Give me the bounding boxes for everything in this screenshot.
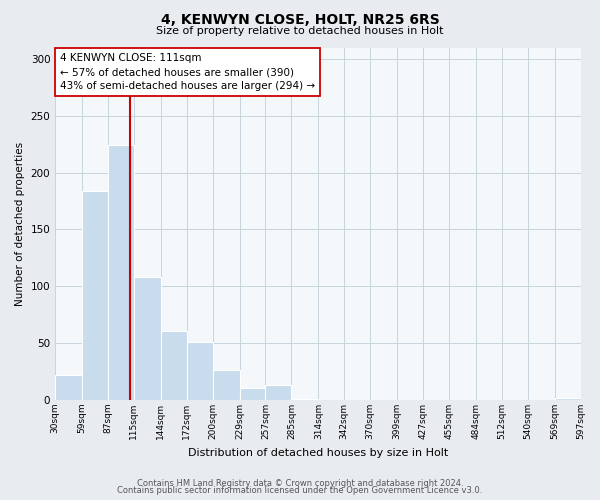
Bar (187, 342, 212, 400)
X-axis label: Distribution of detached houses by size in Holt: Distribution of detached houses by size … (188, 448, 448, 458)
Text: 4, KENWYN CLOSE, HOLT, NR25 6RS: 4, KENWYN CLOSE, HOLT, NR25 6RS (161, 12, 439, 26)
Bar (265, 385, 292, 400)
Bar (55, 375, 82, 400)
Bar (212, 370, 239, 400)
Text: 4 KENWYN CLOSE: 111sqm
← 57% of detached houses are smaller (390)
43% of semi-de: 4 KENWYN CLOSE: 111sqm ← 57% of detached… (60, 53, 315, 91)
Bar (82, 191, 108, 400)
Bar (134, 277, 161, 400)
Text: Contains public sector information licensed under the Open Government Licence v3: Contains public sector information licen… (118, 486, 482, 495)
Bar (239, 388, 265, 400)
Text: Contains HM Land Registry data © Crown copyright and database right 2024.: Contains HM Land Registry data © Crown c… (137, 478, 463, 488)
Bar (292, 399, 318, 400)
Bar (108, 146, 134, 400)
Y-axis label: Number of detached properties: Number of detached properties (15, 142, 25, 306)
Bar (161, 330, 187, 400)
Bar (554, 398, 581, 400)
Text: Size of property relative to detached houses in Holt: Size of property relative to detached ho… (156, 26, 444, 36)
